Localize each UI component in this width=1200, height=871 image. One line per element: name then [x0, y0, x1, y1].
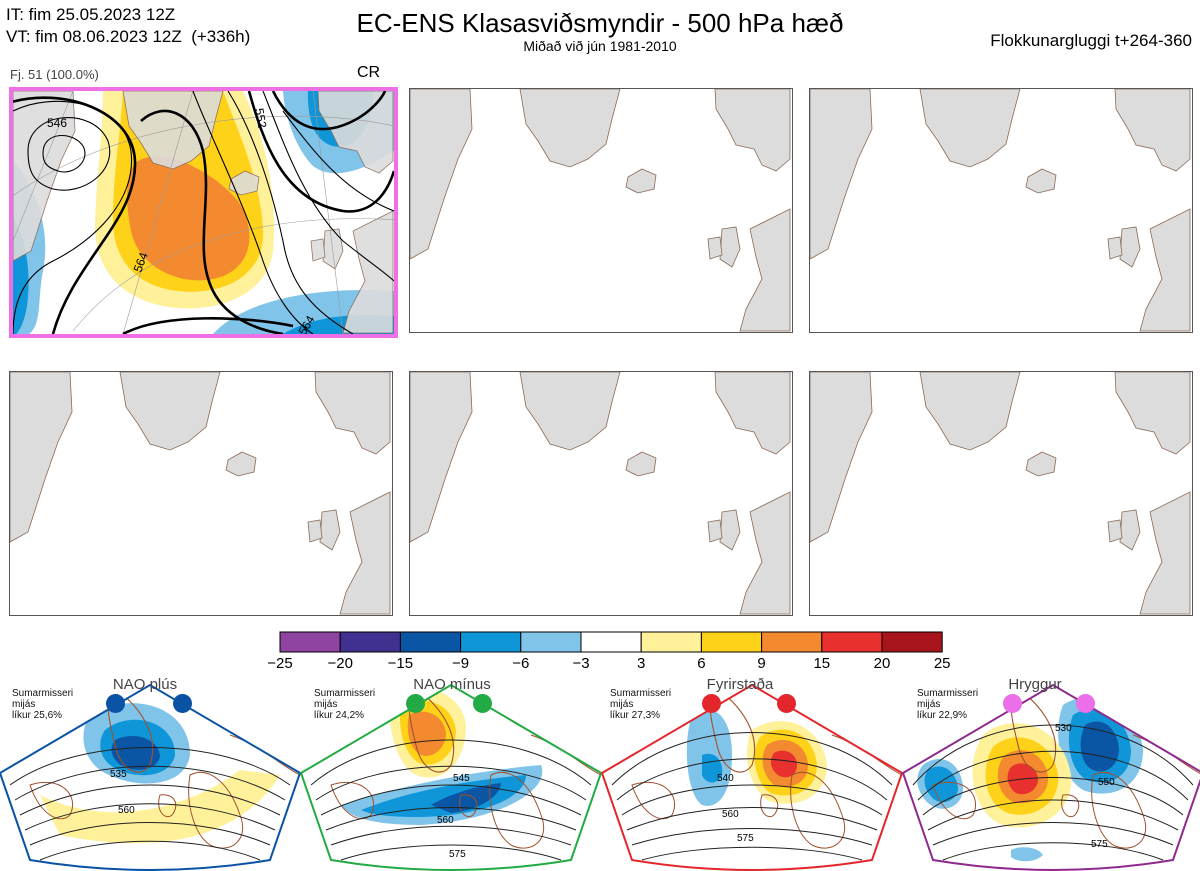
header-times: IT: fim 25.05.2023 12Z VT: fim 08.06.202… — [6, 4, 250, 48]
regime-title-nao-minus: NAO mínus — [413, 676, 491, 693]
colorbar-swatch — [821, 631, 883, 653]
initial-time: IT: fim 25.05.2023 12Z — [6, 5, 176, 24]
regime-dot-nao-minus-left — [406, 694, 425, 713]
colorbar-swatch — [520, 631, 582, 653]
regime-title-fyrirstada: Fyrirstaða — [706, 676, 774, 693]
regime-season: Sumarmisseri — [610, 688, 672, 699]
colorbar-tick-label: −3 — [572, 655, 590, 672]
nao-plus-contour-535: 535 — [110, 769, 127, 780]
colorbar-tick-label: −6 — [512, 655, 530, 672]
regime-scope: mijás — [12, 699, 36, 710]
colorbar-tick-label: 6 — [697, 655, 706, 672]
map-panel-cr: 546 552 564 564 — [9, 87, 398, 338]
regime-title-hryggur: Hryggur — [1008, 676, 1062, 693]
contour-label-552: 552 — [252, 107, 269, 129]
colorbar-tick-label: −15 — [387, 655, 414, 672]
colorbar-tick-label: −20 — [327, 655, 353, 672]
map-panel-empty-3 — [809, 88, 1193, 333]
regime-dot-nao-plus-right — [173, 694, 192, 713]
map-panel-empty-2 — [409, 88, 793, 333]
colorbar-swatch — [339, 631, 401, 653]
contour-label-546: 546 — [47, 116, 67, 130]
regime-probability: líkur 27,3% — [610, 710, 661, 721]
regime-dot-nao-plus-left — [106, 694, 125, 713]
fyrirstada-contour-575: 575 — [737, 833, 754, 844]
regime-season: Sumarmisseri — [314, 688, 376, 699]
regime-dot-fyrirstada-left — [702, 694, 721, 713]
page-title: EC-ENS Klasasviðsmyndir - 500 hPa hæð — [356, 8, 844, 38]
hryggur-contour-575: 575 — [1091, 839, 1108, 850]
colorbar-swatch — [460, 631, 522, 653]
hryggur-contour-530: 530 — [1055, 723, 1072, 734]
colorbar-swatch — [399, 631, 462, 653]
nao-minus-contour-575: 575 — [449, 849, 466, 860]
regime-maps: 535 560 545 560 575 — [0, 683, 1200, 871]
contour-label-564: 564 — [131, 250, 151, 274]
map-panel-empty-6 — [809, 371, 1193, 616]
regime-title-nao-plus: NAO plús — [112, 676, 178, 693]
regime-scope: mijás — [314, 699, 338, 710]
regime-scope: mijás — [610, 699, 634, 710]
regime-probability: líkur 22,9% — [917, 710, 968, 721]
colorbar-swatch — [580, 631, 642, 653]
colorbar-swatch — [700, 631, 763, 653]
regime-dot-nao-minus-right — [473, 694, 492, 713]
colorbar-tick-label: 25 — [933, 655, 951, 672]
colorbar-tick-label: −9 — [452, 655, 470, 672]
regime-season: Sumarmisseri — [917, 688, 979, 699]
regime-info-fyrirstada: Sumarmisseri mijás líkur 27,3% — [610, 688, 671, 721]
regime-dot-hryggur-left — [1003, 694, 1022, 713]
colorbar-tick-label: 9 — [757, 655, 766, 672]
valid-time: VT: fim 08.06.2023 12Z (+336h) — [6, 27, 251, 46]
regime-info-nao-minus: Sumarmisseri mijás líkur 24,2% — [314, 688, 375, 721]
map-panel-empty-5 — [409, 371, 793, 616]
regime-probability: líkur 25,6% — [12, 710, 63, 721]
regime-info-hryggur: Sumarmisseri mijás líkur 22,9% — [917, 688, 978, 721]
nao-minus-contour-545: 545 — [453, 773, 470, 784]
nao-minus-contour-560: 560 — [437, 815, 454, 826]
regime-dot-fyrirstada-right — [777, 694, 796, 713]
regime-info-nao-plus: Sumarmisseri mijás líkur 25,6% — [12, 688, 73, 721]
regime-probability: líkur 24,2% — [314, 710, 365, 721]
colorbar-tick-label: 3 — [637, 655, 646, 672]
regime-season: Sumarmisseri — [12, 688, 74, 699]
hryggur-contour-550: 550 — [1098, 777, 1115, 788]
colorbar — [279, 631, 943, 653]
fyrirstada-contour-560: 560 — [722, 809, 739, 820]
page-subtitle: Miðað við jún 1981-2010 — [523, 38, 677, 54]
colorbar-swatch — [881, 631, 943, 653]
colorbar-swatch — [761, 631, 823, 653]
panel1-member-count: Fj. 51 (100.0%) — [10, 67, 99, 82]
colorbar-tick-label: −25 — [267, 655, 293, 672]
colorbar-tick-label: 15 — [813, 655, 831, 672]
regime-scope: mijás — [917, 699, 941, 710]
colorbar-tick-label: 20 — [873, 655, 891, 672]
colorbar-swatch — [279, 631, 341, 653]
regime-dot-hryggur-right — [1076, 694, 1095, 713]
nao-plus-contour-560: 560 — [118, 805, 135, 816]
colorbar-swatch — [640, 631, 702, 653]
fyrirstada-contour-540: 540 — [717, 773, 734, 784]
classification-window: Flokkunargluggi t+264-360 — [990, 31, 1192, 50]
panel1-cluster-tag: CR — [357, 64, 381, 81]
map-panel-empty-4 — [9, 371, 393, 616]
